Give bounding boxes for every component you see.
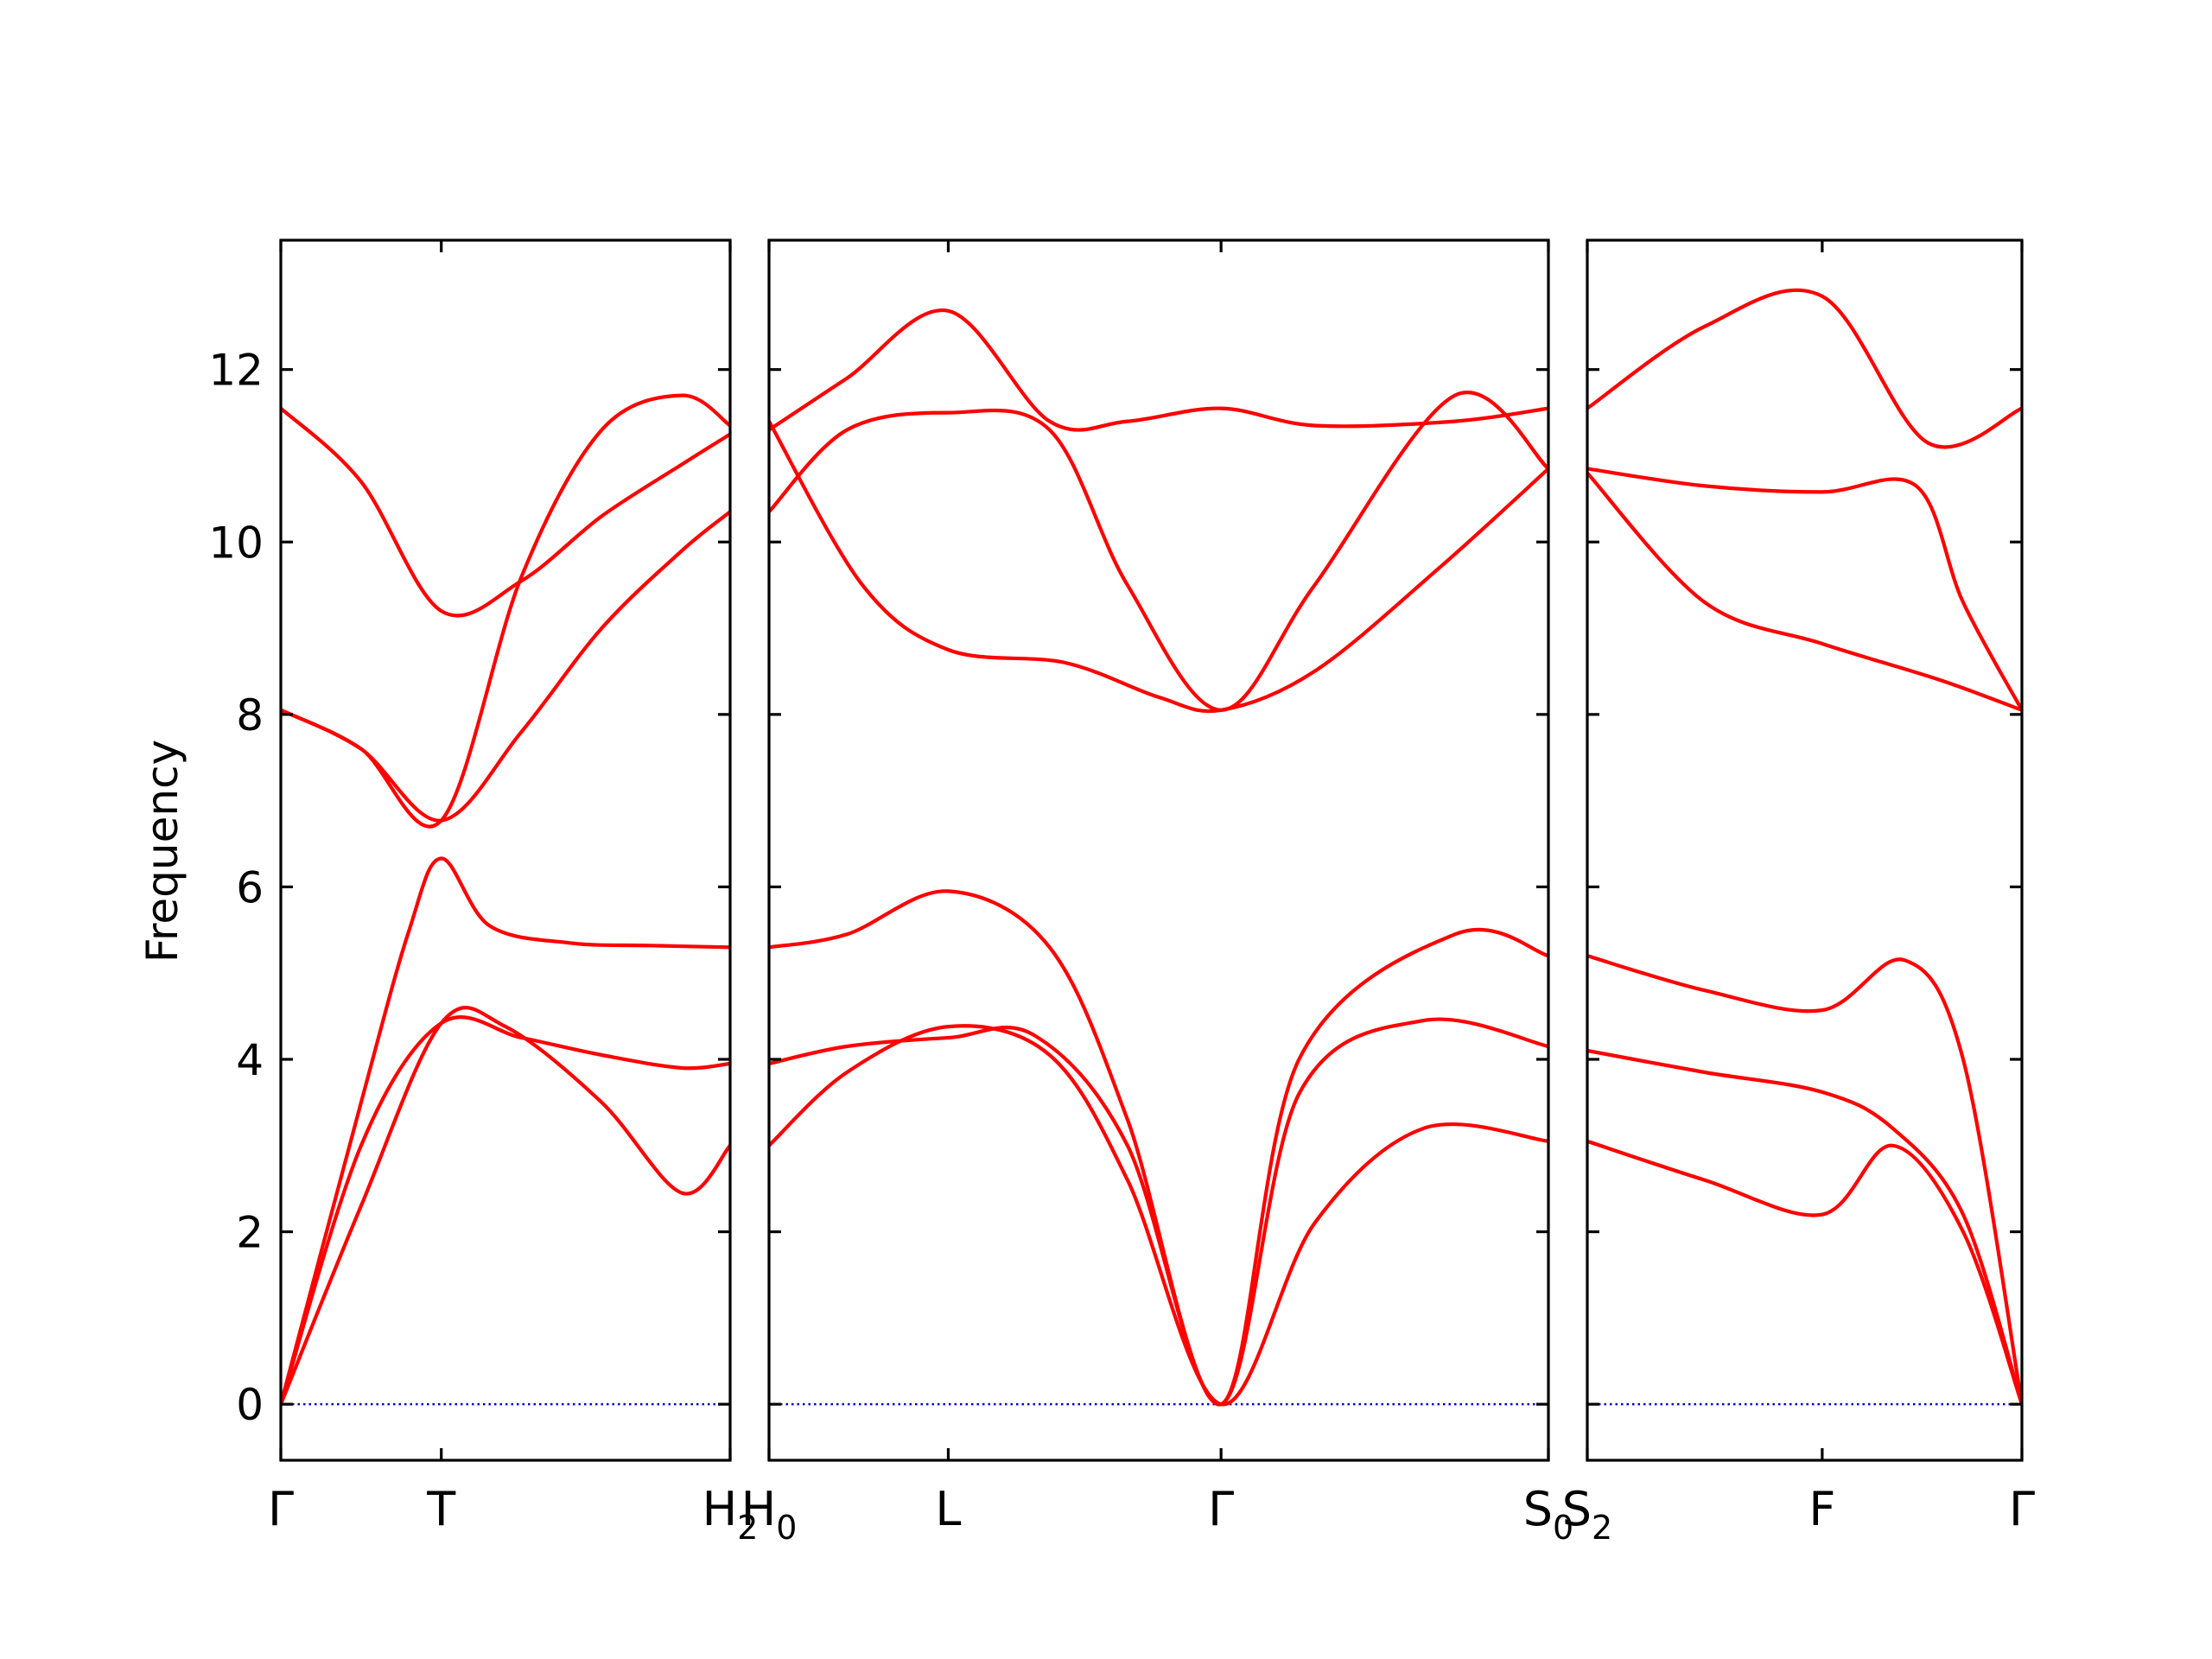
band-curves	[281, 393, 730, 1407]
band-line-1	[1587, 1139, 2022, 1407]
band-line-6	[1587, 288, 2022, 449]
band-line-4	[769, 419, 1548, 714]
y-tick-label: 10	[208, 518, 264, 568]
panel-1: Γ T H2	[268, 238, 758, 1547]
y-tick-label: 2	[236, 1208, 264, 1258]
panel-frame	[279, 238, 732, 1462]
panel-2: H0 L Γ S0	[741, 238, 1573, 1547]
panel-frame	[767, 238, 1550, 1462]
y-tick-label: 4	[236, 1035, 264, 1085]
x-tick-label: L	[935, 1482, 961, 1536]
band-line-5	[281, 393, 730, 829]
y-tick-label: 0	[236, 1380, 264, 1430]
band-line-6	[281, 406, 730, 618]
band-line-5	[1587, 467, 2022, 712]
band-line-3	[281, 856, 730, 1407]
band-line-3	[769, 889, 1548, 1407]
x-tick-label: Γ	[1208, 1482, 1234, 1536]
y-tick-label: 6	[236, 862, 264, 912]
x-tick-label: Γ	[2009, 1482, 2035, 1536]
y-axis-label: Frequency	[137, 740, 188, 963]
band-line-1	[281, 1006, 730, 1407]
band-line-3	[1587, 954, 2022, 1407]
y-tick-label: 12	[208, 346, 264, 396]
x-tick-label: Γ	[268, 1482, 294, 1536]
panel-frame	[1586, 238, 2024, 1462]
y-tick-labels: 0 2 4 6 8 10 12	[208, 346, 264, 1430]
panel-3: S2 F Γ	[1562, 238, 2035, 1547]
band-line-5	[769, 391, 1548, 712]
band-curves	[769, 308, 1548, 1407]
y-tick-label: 8	[236, 690, 264, 741]
band-line-4	[1587, 471, 2022, 712]
band-line-6	[769, 308, 1548, 432]
x-tick-label: T	[426, 1482, 456, 1536]
band-line-2	[281, 1015, 730, 1407]
x-tick-label: F	[1808, 1482, 1835, 1536]
band-curves	[1587, 288, 2022, 1407]
band-line-2	[1587, 1048, 2022, 1407]
